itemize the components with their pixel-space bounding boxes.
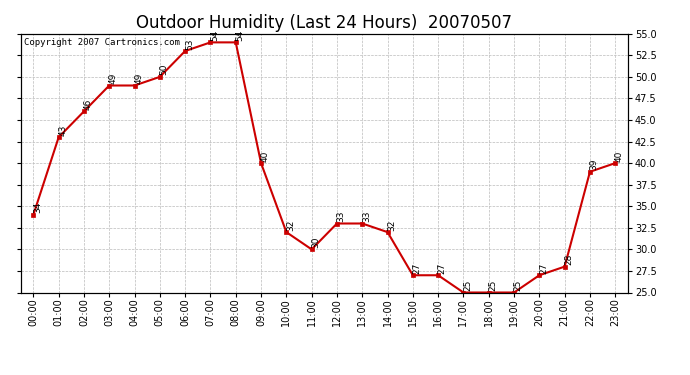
Text: 40: 40 (615, 150, 624, 162)
Text: 32: 32 (286, 219, 295, 231)
Text: 49: 49 (135, 73, 144, 84)
Text: 50: 50 (159, 64, 168, 75)
Text: 30: 30 (311, 237, 320, 248)
Text: 33: 33 (362, 211, 371, 222)
Text: 25: 25 (463, 280, 472, 291)
Text: 25: 25 (514, 280, 523, 291)
Text: 27: 27 (413, 262, 422, 274)
Text: 54: 54 (235, 30, 244, 41)
Text: 46: 46 (83, 99, 92, 110)
Text: 43: 43 (59, 124, 68, 136)
Text: 27: 27 (438, 262, 447, 274)
Text: 27: 27 (539, 262, 548, 274)
Text: 40: 40 (261, 150, 270, 162)
Text: Copyright 2007 Cartronics.com: Copyright 2007 Cartronics.com (23, 38, 179, 46)
Text: 39: 39 (590, 159, 599, 170)
Text: 54: 54 (210, 30, 219, 41)
Text: 25: 25 (489, 280, 497, 291)
Text: 28: 28 (564, 254, 573, 265)
Text: 49: 49 (109, 73, 118, 84)
Text: 34: 34 (33, 202, 42, 213)
Title: Outdoor Humidity (Last 24 Hours)  20070507: Outdoor Humidity (Last 24 Hours) 2007050… (137, 14, 512, 32)
Text: 32: 32 (387, 219, 396, 231)
Text: 33: 33 (337, 211, 346, 222)
Text: 53: 53 (185, 38, 194, 50)
